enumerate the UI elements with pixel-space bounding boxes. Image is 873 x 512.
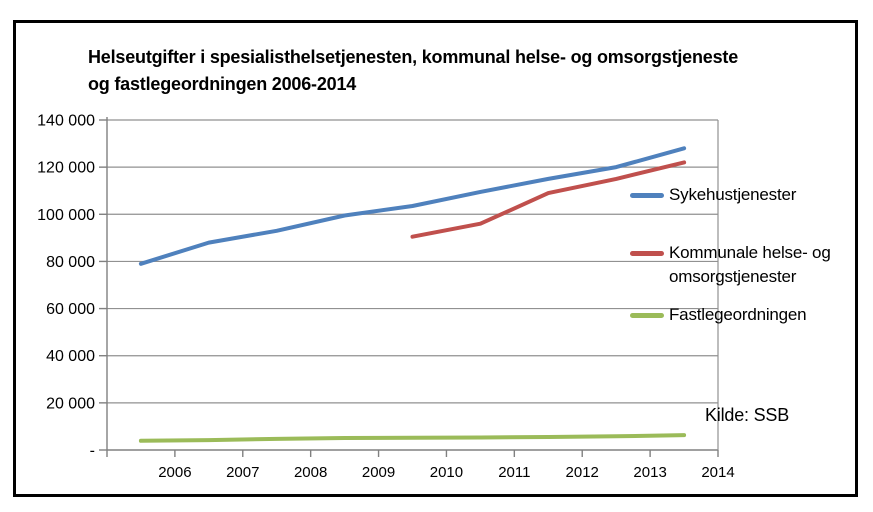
legend-swatch-fastlegeordningen — [630, 313, 664, 318]
legend-item-fastlegeordningen: Fastlegeordningen — [630, 303, 807, 327]
chart-title-line-2: og fastlegeordningen 2006-2014 — [88, 74, 357, 94]
x-axis-label: 2010 — [430, 464, 463, 481]
legend-swatch-sykehustjenester — [630, 193, 664, 198]
x-axis-label: 2008 — [294, 464, 327, 481]
y-axis-label: 100 000 — [37, 207, 95, 224]
legend-label-kommunale-helse-og-omsorgstjenester: Kommunale helse- og omsorgstjenester — [669, 243, 831, 286]
x-axis-label: 2012 — [566, 464, 599, 481]
y-axis-label: 140 000 — [37, 113, 95, 130]
x-axis-label: 2014 — [701, 464, 734, 481]
legend-swatch-kommunale-helse-og-omsorgstjenester — [630, 251, 664, 256]
source-note: Kilde: SSB — [705, 405, 790, 425]
chart-title: Helseutgifter i spesialisthelsetjenesten… — [88, 44, 833, 98]
legend-label-fastlegeordningen: Fastlegeordningen — [669, 305, 807, 324]
x-axis-label: 2009 — [362, 464, 395, 481]
x-axis-label: 2007 — [226, 464, 259, 481]
y-axis-label: 40 000 — [46, 348, 95, 365]
legend-item-sykehustjenester: Sykehustjenester — [630, 183, 796, 207]
y-axis-label: - — [90, 443, 95, 460]
series-line-fastlegeordningen — [138, 433, 687, 443]
x-axis-label: 2013 — [633, 464, 666, 481]
y-axis-label: 80 000 — [46, 254, 95, 271]
y-axis-label: 120 000 — [37, 160, 95, 177]
series-line-kommunale-helse-og-omsorgstjenester — [410, 160, 687, 239]
series-line-sykehustjenester — [138, 146, 687, 266]
legend-label-sykehustjenester: Sykehustjenester — [669, 185, 797, 204]
x-axis-label: 2006 — [158, 464, 191, 481]
y-axis-label: 60 000 — [46, 301, 95, 318]
x-axis-label: 2011 — [498, 464, 530, 481]
legend-item-kommunale-helse-og-omsorgstjenester: Kommunale helse- og omsorgstjenester — [630, 241, 851, 289]
y-axis-label: 20 000 — [46, 395, 95, 412]
chart-title-line-1: Helseutgifter i spesialisthelsetjenesten… — [88, 47, 739, 67]
